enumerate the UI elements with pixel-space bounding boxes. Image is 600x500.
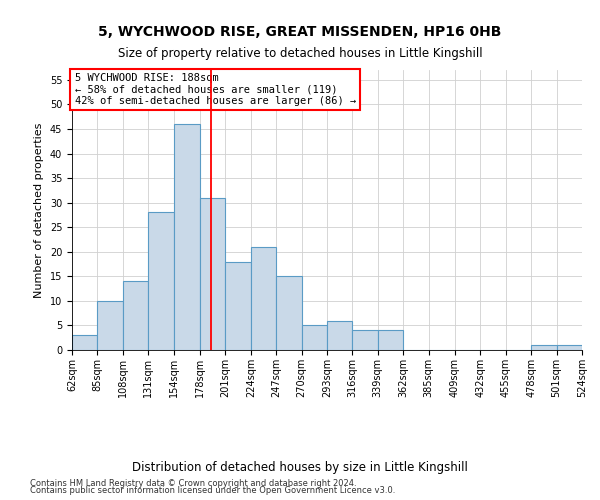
Text: Contains HM Land Registry data © Crown copyright and database right 2024.: Contains HM Land Registry data © Crown c… (30, 478, 356, 488)
Bar (276, 276, 302, 350)
Text: Size of property relative to detached houses in Little Kingshill: Size of property relative to detached ho… (118, 48, 482, 60)
Bar (251, 247, 276, 350)
Bar (97, 301, 123, 350)
Bar (378, 330, 403, 350)
Bar (352, 330, 378, 350)
Bar (72, 336, 97, 350)
Text: Distribution of detached houses by size in Little Kingshill: Distribution of detached houses by size … (132, 461, 468, 474)
Bar (123, 281, 148, 350)
Text: 5, WYCHWOOD RISE, GREAT MISSENDEN, HP16 0HB: 5, WYCHWOOD RISE, GREAT MISSENDEN, HP16 … (98, 25, 502, 39)
Bar (531, 345, 557, 350)
Text: Contains public sector information licensed under the Open Government Licence v3: Contains public sector information licen… (30, 486, 395, 495)
Bar (200, 198, 226, 350)
Bar (302, 326, 327, 350)
Bar (226, 262, 251, 350)
Bar (148, 212, 173, 350)
Bar (327, 320, 352, 350)
Bar (173, 124, 200, 350)
Y-axis label: Number of detached properties: Number of detached properties (34, 122, 44, 298)
Text: 5 WYCHWOOD RISE: 188sqm
← 58% of detached houses are smaller (119)
42% of semi-d: 5 WYCHWOOD RISE: 188sqm ← 58% of detache… (74, 73, 356, 106)
Bar (557, 345, 582, 350)
